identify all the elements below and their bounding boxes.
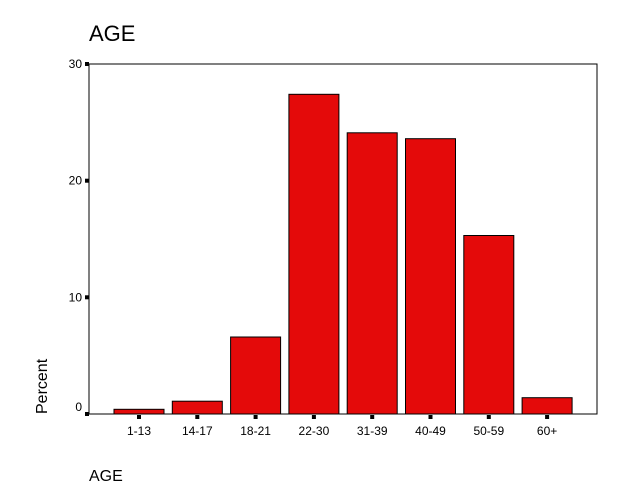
x-tick-label: 60+	[537, 424, 557, 438]
x-tick-label: 50-59	[473, 424, 504, 438]
x-tick-mark	[253, 415, 258, 419]
x-axis-title: AGE	[89, 468, 123, 485]
bar-14-17	[171, 400, 223, 415]
bar-22-30	[288, 93, 340, 415]
y-axis-ticks: 0 10 20 30	[69, 57, 89, 416]
x-tick-label: 31-39	[357, 424, 388, 438]
x-tick-mark	[428, 415, 433, 419]
x-tick-mark	[137, 415, 141, 419]
plot-frame	[88, 63, 598, 415]
x-tick-mark	[311, 415, 316, 419]
chart-title: AGE	[89, 21, 135, 46]
y-tick-mark	[85, 295, 89, 300]
y-tick-mark	[85, 178, 89, 183]
bars	[113, 93, 573, 415]
bar-18-21	[230, 336, 282, 415]
y-tick-label: 30	[69, 57, 83, 71]
bar-1-13	[113, 408, 165, 415]
x-tick-label: 14-17	[182, 424, 213, 438]
x-tick-mark	[370, 415, 375, 419]
y-tick-label: 20	[69, 174, 83, 188]
x-tick-label: 1-13	[127, 424, 151, 438]
x-axis-ticks: 1-13 14-17 18-21 22-30 31-39 40-49 50-59 60+	[127, 415, 557, 438]
y-tick-mark	[85, 62, 89, 66]
x-tick-mark	[195, 415, 200, 419]
x-tick-label: 22-30	[299, 424, 330, 438]
y-tick-mark	[85, 412, 89, 416]
y-tick-label: 0	[75, 400, 82, 414]
bar-31-39	[346, 132, 398, 415]
y-tick-label: 10	[69, 290, 83, 304]
bar-40-49	[405, 138, 456, 415]
x-tick-label: 18-21	[240, 424, 271, 438]
x-tick-mark	[486, 415, 491, 419]
bar-50-59	[463, 235, 515, 415]
x-tick-mark	[545, 415, 550, 419]
bar-60+	[521, 397, 573, 415]
x-tick-label: 40-49	[415, 424, 446, 438]
y-axis-title: Percent	[34, 358, 51, 414]
